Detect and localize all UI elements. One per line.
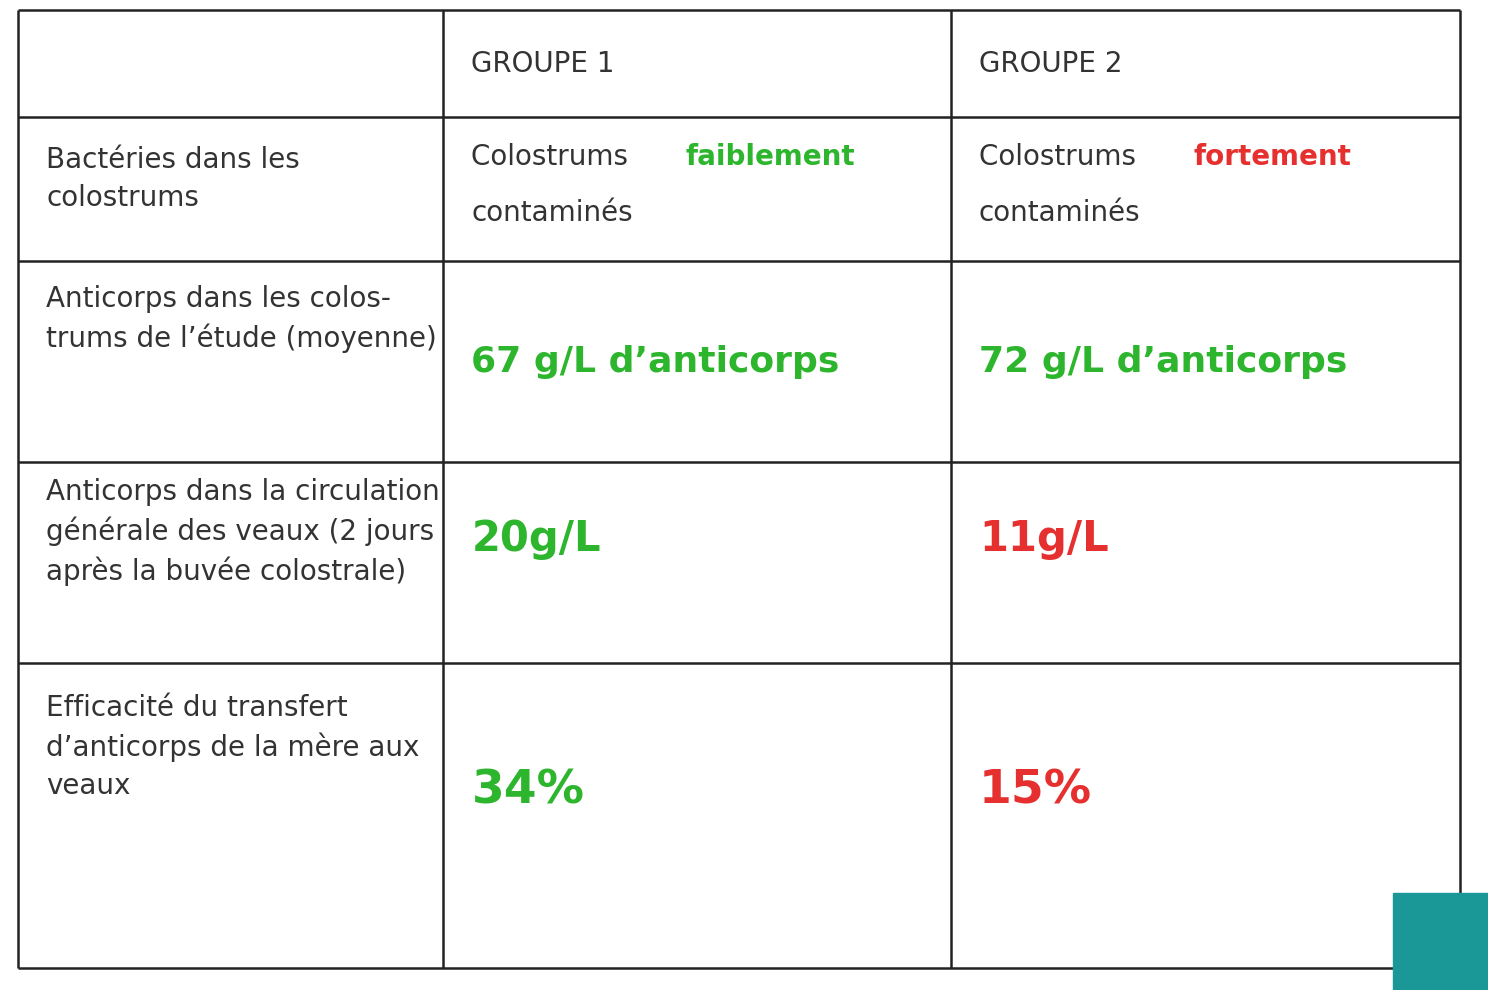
Text: Anticorps dans la circulation
générale des veaux (2 jours
après la buvée colostr: Anticorps dans la circulation générale d… — [46, 478, 440, 586]
Text: fortement: fortement — [1193, 144, 1351, 171]
Text: Efficacité du transfert
d’anticorps de la mère aux
veaux: Efficacité du transfert d’anticorps de l… — [46, 694, 420, 800]
Text: Anticorps dans les colos-
trums de l’étude (moyenne): Anticorps dans les colos- trums de l’étu… — [46, 285, 437, 353]
Text: contaminés: contaminés — [472, 199, 632, 227]
Text: Colostrums: Colostrums — [472, 144, 637, 171]
Text: 67 g/L d’anticorps: 67 g/L d’anticorps — [472, 345, 839, 378]
Text: GROUPE 2: GROUPE 2 — [979, 50, 1122, 77]
Text: faiblement: faiblement — [686, 144, 856, 171]
Text: Bactéries dans les
colostrums: Bactéries dans les colostrums — [46, 147, 299, 212]
Text: 72 g/L d’anticorps: 72 g/L d’anticorps — [979, 345, 1347, 378]
Text: 34%: 34% — [472, 769, 585, 814]
Text: 20g/L: 20g/L — [472, 518, 601, 559]
Text: 15%: 15% — [979, 769, 1092, 814]
Text: 11g/L: 11g/L — [979, 518, 1109, 559]
Text: contaminés: contaminés — [979, 199, 1141, 227]
Bar — [1393, 893, 1488, 990]
Text: Colostrums: Colostrums — [979, 144, 1144, 171]
Text: GROUPE 1: GROUPE 1 — [472, 50, 615, 77]
